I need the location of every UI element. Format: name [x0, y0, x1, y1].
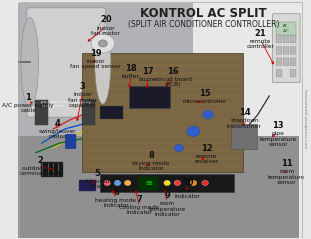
- Text: circuit board
(PCB): circuit board (PCB): [155, 77, 191, 87]
- Bar: [100, 174, 234, 192]
- FancyBboxPatch shape: [290, 58, 296, 65]
- Circle shape: [99, 40, 107, 47]
- Circle shape: [164, 180, 170, 185]
- Bar: [79, 180, 95, 191]
- Text: 7: 7: [137, 195, 142, 204]
- Text: 6: 6: [113, 188, 119, 197]
- Text: 11: 11: [281, 159, 293, 168]
- Text: swing/louver
motor: swing/louver motor: [39, 129, 76, 139]
- Circle shape: [104, 180, 110, 185]
- Text: remote
receiver: remote receiver: [194, 154, 219, 164]
- Ellipse shape: [21, 17, 39, 108]
- Text: room
temperature
sensor: room temperature sensor: [268, 169, 305, 185]
- Text: pipe
temperature
sensor: pipe temperature sensor: [260, 131, 297, 147]
- FancyBboxPatch shape: [35, 100, 48, 125]
- FancyBboxPatch shape: [283, 58, 289, 65]
- Circle shape: [91, 34, 114, 53]
- Text: indoor
fan motor: indoor fan motor: [91, 26, 120, 36]
- Text: cooling mode
indicator: cooling mode indicator: [119, 205, 159, 215]
- Circle shape: [190, 180, 197, 185]
- Text: hvactutorial.wordpress.com: hvactutorial.wordpress.com: [303, 89, 307, 150]
- Text: 1: 1: [26, 93, 31, 102]
- Text: 14: 14: [239, 108, 250, 117]
- Text: buzzer: buzzer: [138, 77, 158, 82]
- Text: 4: 4: [55, 119, 60, 128]
- Text: 19: 19: [90, 49, 101, 58]
- FancyBboxPatch shape: [290, 69, 296, 77]
- Bar: [41, 162, 63, 177]
- Bar: [18, 136, 299, 238]
- Text: 2: 2: [37, 156, 43, 165]
- Text: 17: 17: [142, 66, 154, 76]
- Circle shape: [203, 110, 213, 119]
- Text: 10: 10: [182, 178, 193, 187]
- Bar: [82, 53, 243, 172]
- Text: A/C power supply
cable: A/C power supply cable: [2, 103, 54, 113]
- FancyBboxPatch shape: [272, 14, 300, 83]
- Text: microcontroller: microcontroller: [183, 99, 227, 104]
- Text: indoor
fan speed sensor: indoor fan speed sensor: [70, 59, 121, 69]
- Text: remote
controller: remote controller: [247, 39, 275, 49]
- Bar: [276, 22, 296, 35]
- Text: 3: 3: [80, 82, 85, 91]
- Text: power
indicator: power indicator: [175, 188, 201, 199]
- Text: 8: 8: [148, 151, 154, 160]
- Text: room
temperature
indicator: room temperature indicator: [148, 201, 186, 217]
- Text: stepdown
transformer: stepdown transformer: [227, 118, 262, 129]
- FancyBboxPatch shape: [65, 134, 76, 149]
- Circle shape: [174, 144, 183, 152]
- Circle shape: [114, 180, 121, 185]
- Text: outdoor unit
relay: outdoor unit relay: [79, 179, 115, 189]
- FancyBboxPatch shape: [290, 47, 296, 54]
- Text: buffer: buffer: [122, 74, 140, 79]
- FancyBboxPatch shape: [276, 69, 282, 77]
- FancyBboxPatch shape: [276, 47, 282, 54]
- Bar: [100, 106, 123, 120]
- Text: KONTROL AC SPLIT: KONTROL AC SPLIT: [140, 7, 267, 20]
- FancyBboxPatch shape: [27, 8, 106, 117]
- FancyBboxPatch shape: [276, 35, 282, 43]
- Text: AC
22°: AC 22°: [283, 24, 290, 33]
- Circle shape: [124, 180, 131, 185]
- Circle shape: [202, 180, 208, 185]
- Text: 18: 18: [125, 64, 137, 73]
- FancyBboxPatch shape: [276, 58, 282, 65]
- FancyBboxPatch shape: [290, 35, 296, 43]
- FancyBboxPatch shape: [82, 100, 95, 125]
- Circle shape: [187, 126, 200, 137]
- Text: 15: 15: [199, 89, 211, 98]
- Ellipse shape: [95, 21, 111, 104]
- Text: outdoor unit
terminal block: outdoor unit terminal block: [19, 166, 61, 176]
- Text: 16: 16: [167, 66, 179, 76]
- Text: (SPLIT AIR CONDITIONER CONTROLLER): (SPLIT AIR CONDITIONER CONTROLLER): [128, 20, 279, 29]
- FancyBboxPatch shape: [230, 124, 257, 149]
- Circle shape: [174, 180, 181, 185]
- Text: 9: 9: [164, 191, 170, 200]
- Text: 13: 13: [272, 121, 284, 130]
- FancyBboxPatch shape: [283, 35, 289, 43]
- Text: heating mode
indicator: heating mode indicator: [95, 198, 137, 208]
- Text: 5: 5: [94, 169, 100, 178]
- Bar: [18, 3, 193, 139]
- Text: 12: 12: [201, 144, 212, 153]
- Text: drying mode
indicator: drying mode indicator: [132, 161, 170, 171]
- Text: 20: 20: [100, 16, 112, 24]
- Text: 21: 21: [255, 28, 267, 38]
- FancyBboxPatch shape: [283, 47, 289, 54]
- Text: indoor
fan motor
capacitor: indoor fan motor capacitor: [68, 92, 97, 108]
- Bar: [139, 177, 158, 190]
- Text: 88: 88: [145, 181, 153, 186]
- Text: pic. taken and marked by
hvactutorial: pic. taken and marked by hvactutorial: [41, 100, 91, 108]
- Circle shape: [149, 180, 156, 185]
- Bar: [129, 86, 170, 108]
